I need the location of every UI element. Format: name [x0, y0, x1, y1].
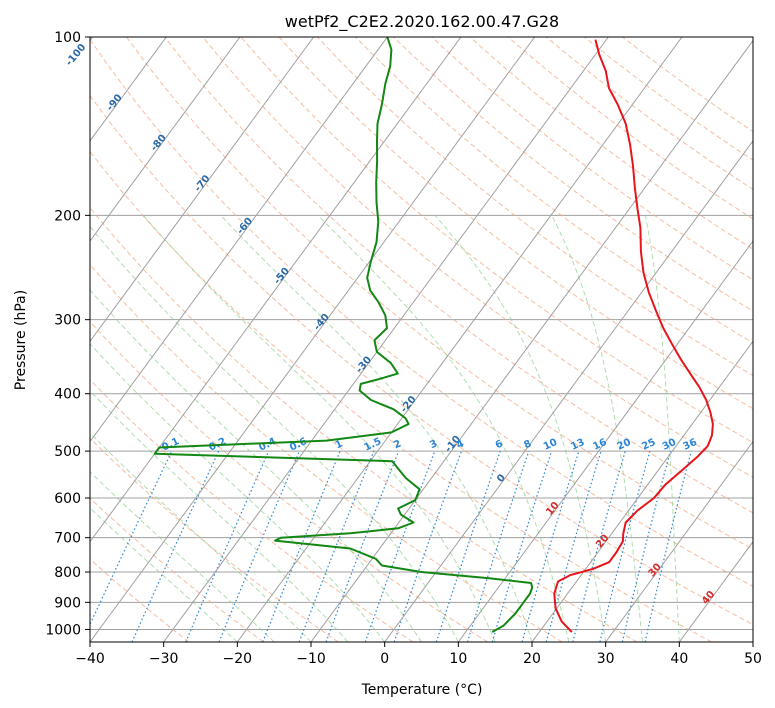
y-tick-label: 600 — [54, 491, 81, 507]
y-tick-label: 300 — [54, 313, 81, 329]
y-axis-label: Pressure (hPa) — [13, 290, 29, 390]
mixing-ratio-line — [466, 450, 530, 642]
x-tick-label: 40 — [670, 651, 688, 667]
isotherm-line — [163, 37, 609, 642]
isotherm-line — [90, 37, 388, 443]
moist-adiabat-line — [317, 214, 570, 642]
moist-adiabat-line — [434, 214, 607, 642]
y-axis: 100 200 300 400 500 600 700 800 900 1000 — [45, 30, 90, 638]
y-tick-label: 900 — [54, 595, 81, 611]
mixing-ratio-label: 6 — [494, 438, 505, 451]
mixing-ratio-line — [572, 450, 626, 642]
x-axis-label: Temperature (°C) — [361, 682, 483, 698]
dry-adiabat-line — [202, 37, 753, 478]
mixing-ratio-label: 1 — [334, 438, 345, 451]
moist-adiabat-line — [90, 432, 312, 642]
mixing-ratio-line — [298, 450, 375, 642]
x-tick-label: −20 — [223, 651, 253, 667]
mixing-ratio-label: 25 — [640, 437, 657, 453]
mixing-ratio-label: 2 — [392, 438, 403, 451]
plot-background — [90, 37, 753, 642]
isotherm-line — [605, 440, 753, 642]
dry-adiabat-line — [90, 263, 563, 642]
moist-adiabat-line — [90, 343, 386, 642]
mixing-ratio-line — [621, 450, 671, 642]
mixing-ratio-line — [491, 450, 553, 642]
dry-adiabat-line — [90, 558, 190, 642]
y-tick-label: 800 — [54, 565, 81, 581]
mixing-ratio-line — [435, 450, 501, 642]
mixing-ratio-line — [262, 450, 341, 642]
x-tick-label: 30 — [597, 651, 615, 667]
dry-adiabat-line — [278, 37, 753, 410]
x-tick-label: −40 — [75, 651, 105, 667]
mixing-ratio-line — [325, 450, 400, 642]
moist-adiabat-line — [551, 215, 643, 642]
dry-adiabat-line — [90, 207, 638, 642]
dry-adiabat-line — [90, 94, 753, 626]
mixing-ratio-label: 30 — [661, 437, 678, 453]
moist-adiabat-line — [220, 214, 533, 642]
isotherm-line — [457, 240, 753, 642]
x-tick-label: 50 — [744, 651, 762, 667]
isotherm-line — [752, 641, 753, 642]
moist-adiabat-line — [645, 215, 680, 642]
isotherm-line — [384, 140, 753, 642]
mixing-ratio-line — [599, 450, 651, 642]
x-tick-label: 20 — [523, 651, 541, 667]
x-axis: −40 −30 −20 −10 0 10 20 30 40 50 — [75, 642, 762, 667]
dewpoint-profile-line — [153, 37, 534, 633]
mixing-ratio-label: 10 — [542, 437, 559, 453]
y-tick-label: 500 — [54, 444, 81, 460]
x-tick-label: −30 — [149, 651, 179, 667]
isotherm-line — [90, 37, 536, 642]
x-tick-label: 10 — [449, 651, 467, 667]
mixing-ratio-label: 4 — [455, 438, 466, 451]
moist-adiabat-line — [90, 225, 459, 642]
y-tick-label: 200 — [54, 208, 81, 224]
y-tick-label: 400 — [54, 387, 81, 403]
y-tick-label: 700 — [54, 531, 81, 547]
moist-adiabat-line — [142, 214, 496, 642]
mixing-ratio-line — [185, 450, 270, 642]
mixing-ratio-label: 8 — [522, 438, 533, 451]
mixing-ratio-label: 16 — [591, 437, 608, 453]
mixing-ratio-line — [521, 450, 580, 642]
chart-title: wetPf2_C2E2.2020.162.00.47.G28 — [285, 12, 559, 32]
dry-adiabat-line — [90, 38, 753, 587]
isotherm-line — [90, 37, 315, 343]
mixing-ratio-label: 13 — [569, 437, 586, 453]
plot-frame — [89, 36, 754, 643]
isotherm-line — [310, 39, 753, 642]
temperature-profile-line — [553, 39, 714, 633]
mixing-ratio-label: 20 — [616, 437, 633, 453]
mixing-ratio-label: 36 — [682, 437, 699, 453]
isotherm-line — [90, 37, 241, 242]
isotherm-line — [236, 37, 683, 642]
isotherm-line — [531, 340, 753, 642]
background-lines — [90, 37, 753, 642]
mixing-ratio-label: 3 — [428, 438, 439, 451]
mixing-ratio-line — [545, 450, 602, 642]
mixing-ratio-line — [218, 450, 301, 642]
dry-adiabat-line — [316, 37, 753, 377]
y-tick-label: 100 — [54, 30, 81, 46]
dry-adiabat-line — [90, 150, 712, 642]
x-tick-label: 0 — [380, 651, 389, 667]
isotherm-line — [90, 37, 167, 142]
y-tick-label: 1000 — [45, 622, 81, 638]
series-layer — [153, 37, 714, 633]
dry-adiabat-line — [126, 37, 753, 550]
moist-adiabat-line — [90, 390, 349, 642]
dry-adiabat-line — [164, 37, 753, 514]
x-tick-label: −10 — [296, 651, 326, 667]
